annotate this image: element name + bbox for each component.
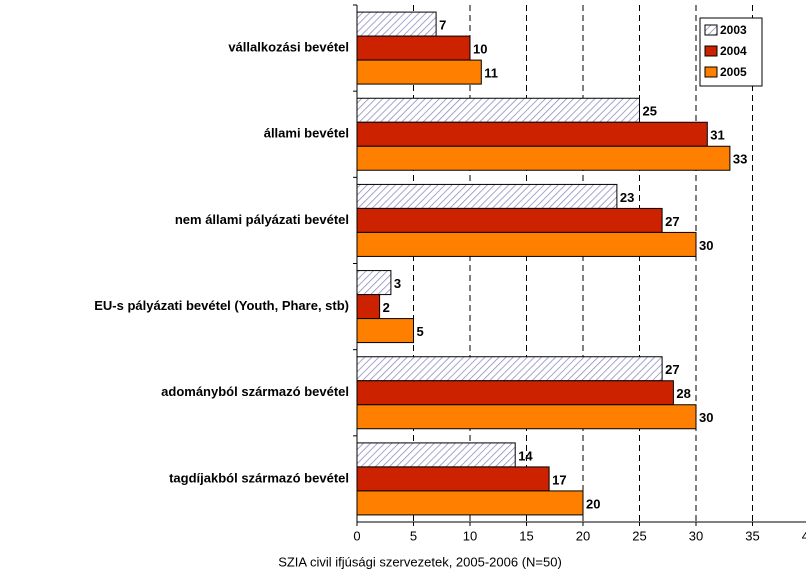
bar <box>356 35 471 61</box>
category-label: EU-s pályázati bevétel (Youth, Phare, st… <box>94 298 349 313</box>
category-label: nem állami pályázati bevétel <box>175 212 349 227</box>
x-tick-label: 25 <box>632 528 646 543</box>
x-tick-label: 40 <box>802 528 806 543</box>
bar <box>356 466 550 492</box>
x-tick-label: 35 <box>745 528 759 543</box>
x-tick-label: 30 <box>689 528 703 543</box>
value-label: 30 <box>699 238 713 253</box>
bar <box>356 356 663 382</box>
bar <box>356 97 640 123</box>
bar <box>356 59 482 85</box>
value-label: 2 <box>383 300 390 315</box>
legend-swatch <box>704 45 718 57</box>
legend-label: 2003 <box>720 23 747 37</box>
bar <box>356 121 708 147</box>
value-label: 30 <box>699 410 713 425</box>
value-label: 17 <box>552 472 566 487</box>
bar <box>356 231 697 257</box>
category-label: vállalkozási bevétel <box>228 40 349 55</box>
bar <box>356 11 437 37</box>
bar <box>356 207 663 233</box>
legend-label: 2004 <box>720 44 747 58</box>
x-tick-label: 20 <box>576 528 590 543</box>
category-label: állami bevétel <box>264 126 349 141</box>
x-tick-label: 10 <box>463 528 477 543</box>
legend-label: 2005 <box>720 65 747 79</box>
category-label: adományból származó bevétel <box>161 384 349 399</box>
legend-swatch <box>704 66 718 78</box>
bar <box>356 442 516 468</box>
value-label: 3 <box>394 276 401 291</box>
value-label: 10 <box>473 42 487 57</box>
bar <box>356 318 414 344</box>
bar <box>356 380 674 406</box>
value-label: 11 <box>484 66 498 81</box>
bar <box>356 490 584 516</box>
value-label: 5 <box>417 324 424 339</box>
value-label: 25 <box>643 104 657 119</box>
value-label: 7 <box>439 18 446 33</box>
value-label: 31 <box>710 128 724 143</box>
bar <box>356 404 697 430</box>
x-tick-label: 5 <box>410 528 417 543</box>
value-label: 14 <box>518 448 533 463</box>
bar <box>356 270 392 296</box>
bar <box>356 145 731 171</box>
value-label: 27 <box>665 214 679 229</box>
category-label: tagdíjakból származó bevétel <box>169 470 349 485</box>
value-label: 33 <box>733 152 747 167</box>
value-label: 27 <box>665 362 679 377</box>
value-label: 28 <box>676 386 690 401</box>
value-label: 20 <box>586 496 600 511</box>
bar <box>356 294 381 320</box>
value-label: 23 <box>620 190 634 205</box>
x-tick-label: 0 <box>353 528 360 543</box>
bar <box>356 183 618 209</box>
x-tick-label: 15 <box>519 528 533 543</box>
caption: SZIA civil ifjúsági szervezetek, 2005-20… <box>278 554 562 569</box>
legend-swatch <box>704 24 718 36</box>
